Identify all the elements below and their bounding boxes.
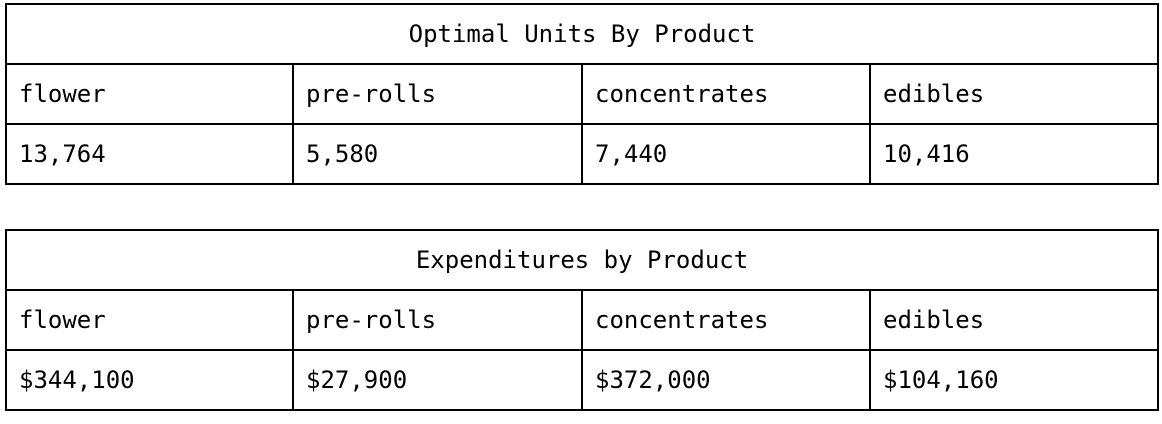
header-cell-concentrates: concentrates: [581, 289, 871, 351]
table-header-row: flower pre-rolls concentrates edibles: [5, 289, 1160, 351]
value-cell-flower: $344,100: [5, 349, 294, 411]
table-row: $344,100 $27,900 $372,000 $104,160: [5, 349, 1160, 411]
value-cell-pre-rolls: $27,900: [292, 349, 583, 411]
optimal-units-table: Optimal Units By Product flower pre-roll…: [4, 3, 1160, 185]
value-cell-concentrates: $372,000: [581, 349, 871, 411]
value-cell-pre-rolls: 5,580: [292, 123, 583, 185]
header-cell-edibles: edibles: [868, 289, 1160, 351]
value-cell-edibles: $104,160: [868, 349, 1160, 411]
header-cell-flower: flower: [5, 289, 294, 351]
header-cell-pre-rolls: pre-rolls: [292, 63, 583, 125]
table-title-row: Expenditures by Product: [4, 229, 1160, 291]
value-cell-concentrates: 7,440: [581, 123, 871, 185]
expenditures-table: Expenditures by Product flower pre-rolls…: [4, 229, 1160, 411]
header-cell-edibles: edibles: [868, 63, 1160, 125]
header-cell-concentrates: concentrates: [581, 63, 871, 125]
value-cell-edibles: 10,416: [868, 123, 1160, 185]
table-header-row: flower pre-rolls concentrates edibles: [5, 63, 1160, 125]
table-title-row: Optimal Units By Product: [4, 3, 1160, 65]
table-title: Optimal Units By Product: [4, 3, 1160, 65]
table-row: 13,764 5,580 7,440 10,416: [5, 123, 1160, 185]
header-cell-flower: flower: [5, 63, 294, 125]
table-title: Expenditures by Product: [4, 229, 1160, 291]
value-cell-flower: 13,764: [5, 123, 294, 185]
header-cell-pre-rolls: pre-rolls: [292, 289, 583, 351]
